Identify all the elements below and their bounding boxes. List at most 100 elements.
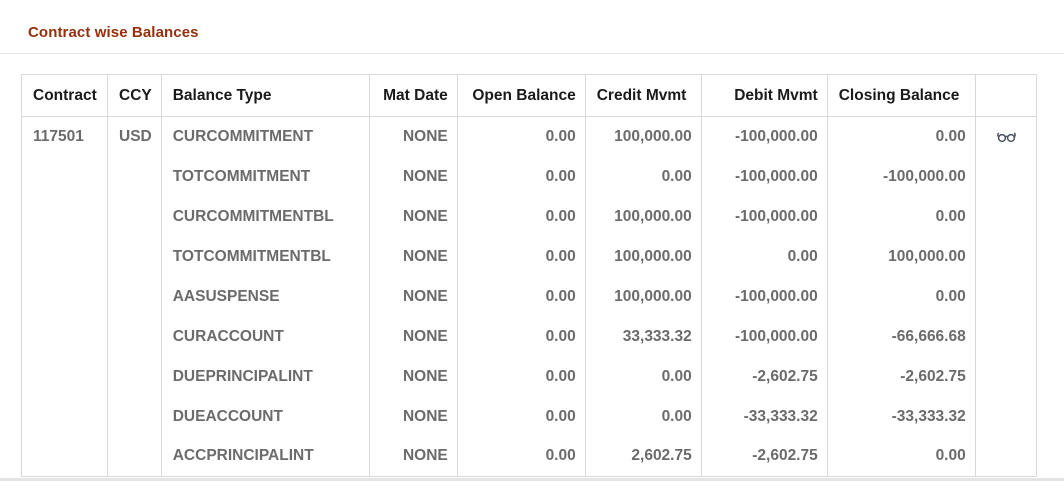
cell-debit_mvmt: -33,333.32: [700, 396, 828, 437]
column-header-credit_mvmt: Credit Mvmt: [584, 74, 702, 117]
cell-closing_balance: 0.00: [826, 196, 976, 237]
cell-debit_mvmt: -100,000.00: [700, 156, 828, 197]
cell-mat_date: NONE: [368, 196, 458, 237]
table-row: DUEACCOUNT NONE 0.00 0.00 -33,333.32 -33,333.…: [21, 396, 1037, 437]
cell-open_balance: 0.00: [456, 396, 586, 437]
cell-credit_mvmt: 100,000.00: [584, 116, 702, 157]
cell-balance_type: DUEPRINCIPALINT: [160, 356, 370, 397]
cell-actions: [974, 196, 1037, 237]
column-header-mat_date: Mat Date: [368, 74, 458, 117]
cell-actions: [974, 356, 1037, 397]
cell-actions: [974, 116, 1037, 157]
cell-mat_date: NONE: [368, 356, 458, 397]
cell-contract: [21, 236, 108, 277]
cell-debit_mvmt: -2,602.75: [700, 356, 828, 397]
column-header-actions: [974, 74, 1037, 117]
cell-mat_date: NONE: [368, 236, 458, 277]
cell-mat_date: NONE: [368, 436, 458, 477]
cell-open_balance: 0.00: [456, 156, 586, 197]
cell-actions: [974, 276, 1037, 317]
cell-closing_balance: -100,000.00: [826, 156, 976, 197]
cell-ccy: [107, 396, 162, 437]
cell-ccy: [107, 316, 162, 357]
table-header: Contract CCY Balance Type Mat Date Open Bala…: [21, 74, 1037, 117]
table-row: AASUSPENSE NONE 0.00 100,000.00 -100,000.00 0…: [21, 276, 1037, 317]
cell-balance_type: CURACCOUNT: [160, 316, 370, 357]
cell-credit_mvmt: 0.00: [584, 396, 702, 437]
cell-debit_mvmt: -100,000.00: [700, 196, 828, 237]
cell-contract: [21, 156, 108, 197]
cell-open_balance: 0.00: [456, 196, 586, 237]
cell-credit_mvmt: 33,333.32: [584, 316, 702, 357]
cell-contract: [21, 396, 108, 437]
cell-contract: [21, 316, 108, 357]
cell-actions: [974, 396, 1037, 437]
cell-actions: [974, 236, 1037, 277]
cell-ccy: [107, 236, 162, 277]
cell-contract: [21, 276, 108, 317]
cell-contract: [21, 436, 108, 477]
cell-closing_balance: 0.00: [826, 116, 976, 157]
table-row: TOTCOMMITMENT NONE 0.00 0.00 -100,000.00 -100…: [21, 156, 1037, 197]
table-row: 117501 USD CURCOMMITMENT NONE 0.00 100,000.00…: [21, 116, 1037, 157]
column-header-ccy: CCY: [107, 74, 162, 117]
cell-mat_date: NONE: [368, 156, 458, 197]
cell-ccy: [107, 436, 162, 477]
cell-closing_balance: -66,666.68: [826, 316, 976, 357]
cell-balance_type: DUEACCOUNT: [160, 396, 370, 437]
column-header-balance_type: Balance Type: [160, 74, 370, 117]
column-header-debit_mvmt: Debit Mvmt: [700, 74, 828, 117]
cell-actions: [974, 316, 1037, 357]
cell-debit_mvmt: -100,000.00: [700, 316, 828, 357]
cell-ccy: [107, 156, 162, 197]
table-row: CURCOMMITMENTBL NONE 0.00 100,000.00 -100,00…: [21, 196, 1037, 237]
cell-actions: [974, 436, 1037, 477]
cell-credit_mvmt: 100,000.00: [584, 196, 702, 237]
cell-debit_mvmt: 0.00: [700, 236, 828, 277]
cell-contract: [21, 196, 108, 237]
cell-debit_mvmt: -100,000.00: [700, 276, 828, 317]
table-row: TOTCOMMITMENTBL NONE 0.00 100,000.00 0.00 100…: [21, 236, 1037, 277]
bottom-edge-divider: [0, 478, 1064, 481]
table-body: 117501 USD CURCOMMITMENT NONE 0.00 100,000.00…: [21, 116, 1037, 477]
cell-mat_date: NONE: [368, 276, 458, 317]
cell-open_balance: 0.00: [456, 116, 586, 157]
cell-ccy: [107, 356, 162, 397]
cell-mat_date: NONE: [368, 316, 458, 357]
page-title: Contract wise Balances: [28, 24, 199, 41]
cell-balance_type: CURCOMMITMENT: [160, 116, 370, 157]
column-header-contract: Contract: [21, 74, 108, 117]
table-header-row: Contract CCY Balance Type Mat Date Open Bala…: [21, 74, 1037, 117]
table-row: CURACCOUNT NONE 0.00 33,333.32 -100,000.00 -6…: [21, 316, 1037, 357]
cell-balance_type: TOTCOMMITMENTBL: [160, 236, 370, 277]
cell-open_balance: 0.00: [456, 236, 586, 277]
cell-open_balance: 0.00: [456, 276, 586, 317]
cell-actions: [974, 156, 1037, 197]
balances-table-container: Contract CCY Balance Type Mat Date Open Bala…: [21, 74, 1064, 477]
cell-ccy: [107, 276, 162, 317]
title-divider: [0, 53, 1064, 54]
cell-mat_date: NONE: [368, 116, 458, 157]
column-header-closing_balance: Closing Balance: [826, 74, 976, 117]
cell-open_balance: 0.00: [456, 356, 586, 397]
cell-closing_balance: -33,333.32: [826, 396, 976, 437]
cell-closing_balance: -2,602.75: [826, 356, 976, 397]
cell-contract: [21, 356, 108, 397]
cell-balance_type: TOTCOMMITMENT: [160, 156, 370, 197]
cell-credit_mvmt: 0.00: [584, 356, 702, 397]
cell-debit_mvmt: -100,000.00: [700, 116, 828, 157]
page-header: Contract wise Balances: [0, 0, 1064, 41]
column-header-open_balance: Open Balance: [456, 74, 586, 117]
cell-balance_type: AASUSPENSE: [160, 276, 370, 317]
cell-balance_type: CURCOMMITMENTBL: [160, 196, 370, 237]
cell-closing_balance: 0.00: [826, 276, 976, 317]
cell-ccy: USD: [107, 116, 162, 157]
cell-open_balance: 0.00: [456, 436, 586, 477]
cell-closing_balance: 0.00: [826, 436, 976, 477]
cell-ccy: [107, 196, 162, 237]
cell-balance_type: ACCPRINCIPALINT: [160, 436, 370, 477]
glasses-icon[interactable]: [995, 130, 1018, 143]
cell-mat_date: NONE: [368, 396, 458, 437]
table-row: ACCPRINCIPALINT NONE 0.00 2,602.75 -2,602.75…: [21, 436, 1037, 477]
cell-debit_mvmt: -2,602.75: [700, 436, 828, 477]
